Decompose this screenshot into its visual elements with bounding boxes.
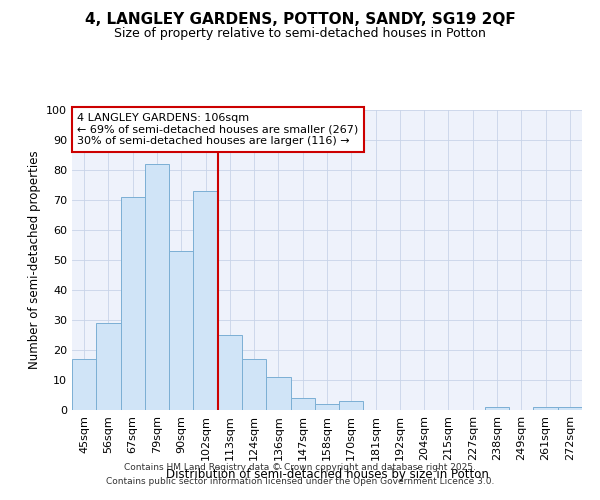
Text: Contains public sector information licensed under the Open Government Licence 3.: Contains public sector information licen… bbox=[106, 477, 494, 486]
Text: Contains HM Land Registry data © Crown copyright and database right 2025.: Contains HM Land Registry data © Crown c… bbox=[124, 464, 476, 472]
Bar bbox=[193, 191, 218, 410]
Bar bbox=[72, 359, 96, 410]
Bar bbox=[121, 197, 145, 410]
Bar bbox=[266, 377, 290, 410]
Text: Size of property relative to semi-detached houses in Potton: Size of property relative to semi-detach… bbox=[114, 28, 486, 40]
Bar bbox=[315, 404, 339, 410]
Bar bbox=[218, 335, 242, 410]
Bar bbox=[533, 407, 558, 410]
Y-axis label: Number of semi-detached properties: Number of semi-detached properties bbox=[28, 150, 41, 370]
Bar bbox=[169, 251, 193, 410]
Bar bbox=[485, 407, 509, 410]
Bar bbox=[290, 398, 315, 410]
Bar bbox=[339, 401, 364, 410]
Bar bbox=[242, 359, 266, 410]
Text: 4 LANGLEY GARDENS: 106sqm
← 69% of semi-detached houses are smaller (267)
30% of: 4 LANGLEY GARDENS: 106sqm ← 69% of semi-… bbox=[77, 113, 358, 146]
Bar bbox=[96, 323, 121, 410]
Bar bbox=[558, 407, 582, 410]
Text: 4, LANGLEY GARDENS, POTTON, SANDY, SG19 2QF: 4, LANGLEY GARDENS, POTTON, SANDY, SG19 … bbox=[85, 12, 515, 28]
Bar bbox=[145, 164, 169, 410]
X-axis label: Distribution of semi-detached houses by size in Potton: Distribution of semi-detached houses by … bbox=[166, 468, 488, 481]
